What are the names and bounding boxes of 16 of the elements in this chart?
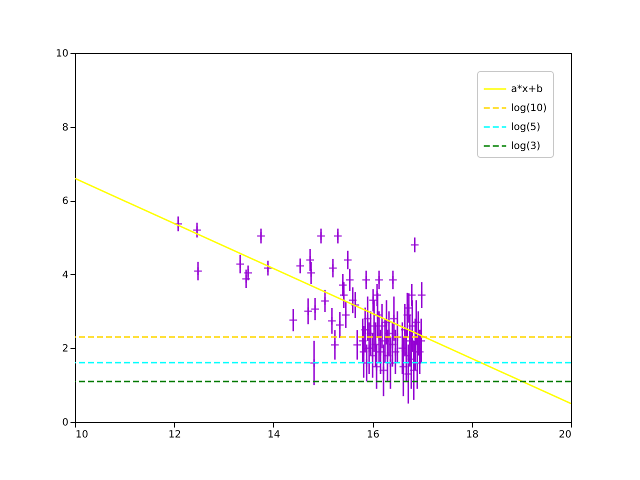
x-tick-label: 14	[268, 430, 280, 440]
y-tick-label: 6	[62, 196, 68, 208]
x-tick-label: 10	[76, 430, 88, 440]
x-tick-label: 16	[366, 430, 380, 440]
y-tick-label: 0	[62, 418, 68, 428]
legend-label: log(3)	[511, 141, 541, 152]
y-tick-label: 2	[62, 344, 68, 355]
legend-label: log(5)	[511, 122, 541, 133]
x-tick-label: 18	[466, 430, 479, 440]
y-tick-label: 10	[56, 48, 68, 60]
y-tick-label: 8	[62, 122, 68, 134]
legend-label: a*x+b	[511, 84, 543, 95]
x-tick-label: 20	[558, 430, 572, 440]
legend-label: log(10)	[511, 103, 547, 114]
y-tick-label: 4	[62, 270, 68, 281]
x-tick-label: 12	[168, 430, 182, 440]
